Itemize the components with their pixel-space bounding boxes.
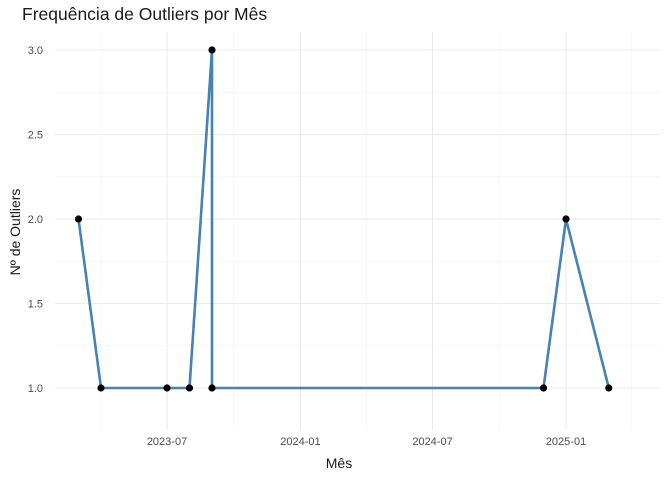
tick-labels: 1.0 1.5 2.0 2.5 3.0 2023-07 2024-01 2024-07 2025… [28,45,586,448]
data-point [185,384,194,392]
x-tick-label: 2024-07 [412,436,452,448]
x-tick-label: 2025-01 [546,436,586,448]
chart-title: Frequência de Outliers por Mês [22,4,268,24]
y-tick-label: 1.0 [28,383,43,395]
data-point [208,46,216,54]
y-axis-label: Nº de Outliers [7,188,23,276]
y-tick-label: 3.0 [28,45,43,57]
y-tick-label: 2.5 [28,130,43,142]
data-point [163,384,171,392]
data-point [562,215,570,223]
data-point [208,384,216,392]
data-points [74,46,613,392]
data-point [539,384,548,392]
data-point [605,384,613,392]
y-tick-label: 1.5 [28,299,43,311]
x-tick-label: 2023-07 [147,436,187,448]
data-point [97,384,105,392]
data-point [74,215,83,223]
x-axis-label: Mês [325,455,353,471]
y-tick-label: 2.0 [28,214,43,226]
x-tick-label: 2024-01 [280,436,320,448]
